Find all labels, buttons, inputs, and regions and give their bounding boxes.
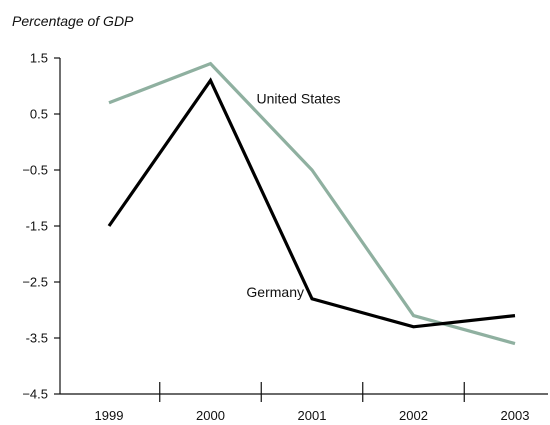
axes [59, 58, 548, 395]
series-label-germany: Germany [246, 284, 304, 300]
series-label-united-states: United States [257, 91, 341, 107]
data-series: United States Germany [107, 61, 516, 346]
x-tick-label: 1999 [95, 408, 124, 423]
series-line-germany [107, 77, 516, 329]
x-tick-label: 2002 [399, 408, 428, 423]
x-tick-label: 2003 [501, 408, 530, 423]
y-tick-label: -1.5 [26, 219, 48, 234]
y-tick-label: −4.5 [22, 387, 48, 402]
y-tick-label: 0.5 [30, 107, 48, 122]
y-tick-label: -3.5 [26, 331, 48, 346]
y-axis-unit-label: Percentage of GDP [12, 13, 134, 29]
y-axis-ticks: 1.5 0.5 −0.5 -1.5 −2.5 -3.5 −4.5 [22, 51, 60, 402]
y-tick-label: −2.5 [22, 275, 48, 290]
x-tick-label: 2000 [196, 408, 225, 423]
x-axis-ticks: 1999 2000 2001 2002 2003 [95, 382, 530, 423]
x-tick-label: 2001 [298, 408, 327, 423]
y-tick-label: 1.5 [30, 51, 48, 66]
y-tick-label: −0.5 [22, 163, 48, 178]
